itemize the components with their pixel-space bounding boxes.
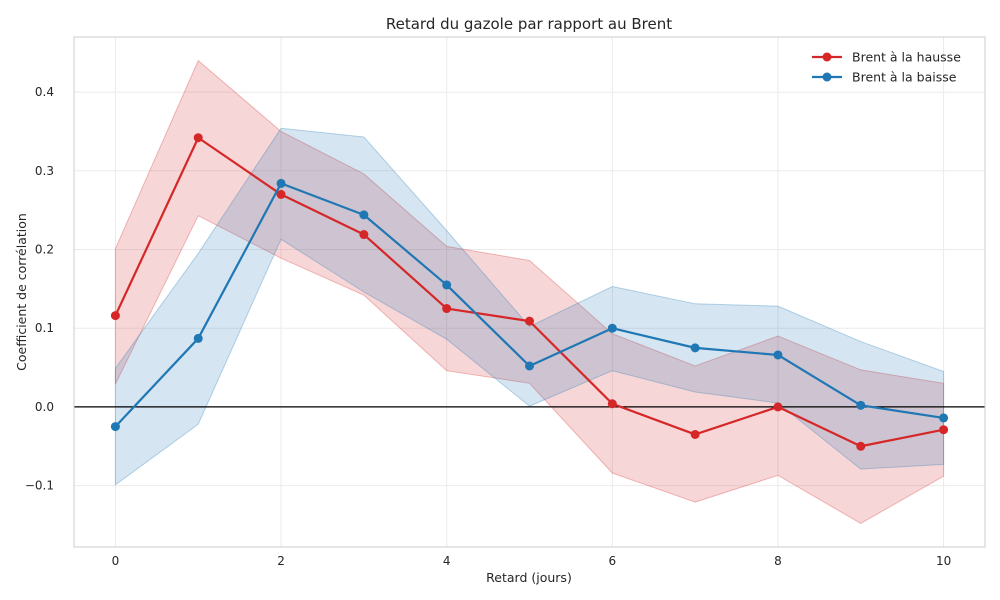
y-axis-label: Coefficient de corrélation — [14, 213, 29, 371]
legend: Brent à la hausse Brent à la baisse — [812, 50, 961, 85]
data-point — [193, 333, 203, 343]
y-tick-label: 0.1 — [35, 321, 54, 335]
x-tick-label: 4 — [443, 554, 451, 568]
data-point — [856, 400, 866, 410]
y-tick-label: 0.2 — [35, 243, 54, 257]
x-tick-label: 6 — [608, 554, 616, 568]
legend-marker — [822, 52, 832, 62]
legend-marker — [822, 72, 832, 82]
x-axis-label: Retard (jours) — [486, 570, 572, 585]
x-tick-label: 0 — [112, 554, 120, 568]
x-tick-label: 8 — [774, 554, 782, 568]
x-tick-label: 10 — [936, 554, 951, 568]
data-point — [773, 350, 783, 360]
x-axis-ticks: 0 2 4 6 8 10 — [112, 554, 952, 568]
data-point — [110, 422, 120, 432]
data-point — [276, 178, 286, 188]
data-point — [359, 210, 369, 220]
data-point — [442, 280, 452, 290]
series-lines — [110, 133, 949, 451]
y-axis-ticks: −0.1 0.0 0.1 0.2 0.3 0.4 — [25, 85, 54, 493]
data-point — [690, 429, 700, 439]
confidence-bands — [114, 59, 945, 524]
data-point — [110, 311, 120, 321]
y-tick-label: 0.3 — [35, 164, 54, 178]
data-point — [525, 361, 534, 371]
data-point — [193, 133, 203, 143]
chart-title: Retard du gazole par rapport au Brent — [386, 15, 672, 33]
data-point — [773, 402, 783, 412]
plot-frame — [73, 36, 986, 548]
legend-label: Brent à la baisse — [852, 70, 957, 85]
data-point — [690, 343, 700, 353]
legend-item-0: Brent à la hausse — [812, 50, 961, 65]
confidence-band-0 — [114, 59, 945, 524]
x-tick-label: 2 — [277, 554, 285, 568]
data-point — [359, 230, 369, 240]
legend-item-1: Brent à la baisse — [812, 70, 957, 85]
data-point — [856, 441, 866, 451]
grid — [74, 37, 985, 547]
legend-label: Brent à la hausse — [852, 50, 961, 65]
y-tick-label: −0.1 — [25, 479, 54, 493]
data-point — [276, 189, 286, 199]
data-point — [939, 425, 949, 435]
data-point — [939, 413, 949, 423]
data-point — [442, 304, 452, 314]
y-tick-label: 0.4 — [35, 85, 54, 99]
data-point — [525, 316, 534, 326]
data-point — [607, 323, 617, 333]
y-tick-label: 0.0 — [35, 400, 54, 414]
data-point — [607, 399, 617, 409]
confidence-band-1 — [114, 127, 945, 486]
